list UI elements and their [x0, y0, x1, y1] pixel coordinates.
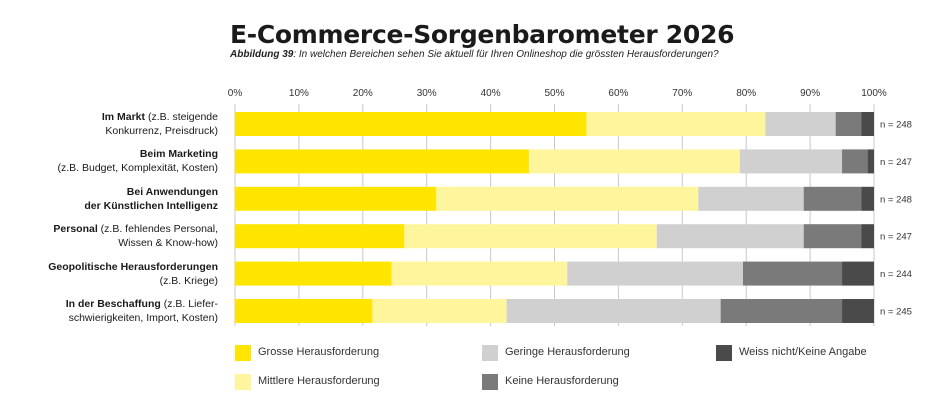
legend-label: Weiss nicht/Keine Angabe: [739, 346, 867, 358]
bar-segment: [803, 186, 862, 211]
figure-label: Abbildung 39: [230, 49, 294, 60]
bar-segment: [861, 224, 874, 249]
row-label-line2: Konkurrenz, Preisdruck): [105, 125, 218, 137]
bar-segment: [656, 224, 804, 249]
bar-segment: [506, 299, 721, 323]
x-tick-label: 40%: [481, 88, 501, 99]
x-tick-label: 90%: [800, 88, 820, 99]
bar-segment: [765, 112, 836, 136]
legend-label: Keine Herausforderung: [505, 375, 619, 387]
row-label: Beim Marketing (z.B. Budget, Komplexität,…: [3, 147, 219, 175]
row-label-bold: Bei Anwendungen: [126, 185, 218, 198]
bar-segment: [739, 149, 843, 174]
n-label: n = 244: [880, 269, 912, 280]
n-label: n = 248: [880, 194, 912, 205]
n-label: n = 247: [880, 232, 912, 243]
bar-segment: [861, 186, 874, 211]
n-label: n = 247: [880, 157, 912, 168]
bar-segment: [372, 299, 507, 323]
x-tick-label: 60%: [608, 88, 628, 99]
bar-segment: [842, 261, 874, 286]
row-label-line2: Wissen & Know-how): [118, 237, 218, 250]
legend-label: Mittlere Herausforderung: [258, 375, 380, 387]
bar-segment: [867, 149, 874, 174]
x-tick-label: 0%: [228, 88, 243, 99]
row-label-bold: Beim Marketing: [139, 148, 218, 161]
bar-segment: [235, 186, 437, 211]
row-label-line2: der Künstlichen Intelligenz: [84, 199, 218, 212]
bar-segment: [861, 112, 874, 136]
row-label-bold: Im Markt: [101, 111, 146, 123]
row-label-bold: In der Beschaffung: [65, 298, 161, 310]
row-label: Geopolitische Herausforderungen (z.B. Kri…: [3, 260, 218, 288]
bar-segment: [235, 224, 405, 249]
bar-segment: [404, 224, 657, 249]
bar-segment: [720, 299, 843, 323]
legend-swatch: [482, 345, 498, 361]
x-tick-label: 100%: [861, 88, 887, 99]
row-label-bold: Personal: [53, 223, 98, 236]
bar-segment: [842, 149, 868, 174]
legend-swatch: [235, 374, 251, 390]
legend-swatch: [235, 345, 251, 361]
row-label-detail: (z.B. steigende: [145, 111, 218, 123]
survey-question: : In welchen Bereichen sehen Sie aktuell…: [293, 49, 719, 60]
x-tick-label: 50%: [544, 88, 564, 99]
legend-label: Grosse Herausforderung: [258, 346, 380, 358]
n-label: n = 248: [880, 120, 912, 131]
row-label-bold: Geopolitische Herausforderungen: [48, 260, 218, 273]
legend-swatch: [482, 374, 498, 390]
row-label-line2: (z.B. Kriege): [159, 274, 218, 287]
chart-title: E-Commerce-Sorgenbarometer 2026: [230, 20, 735, 49]
legend-swatch: [716, 345, 732, 361]
bar-segment: [743, 261, 843, 286]
bar-segment: [835, 112, 862, 136]
bar-segment: [235, 149, 529, 174]
row-label-line2: schwierigkeiten, Import, Kosten): [68, 312, 218, 324]
x-tick-label: 70%: [672, 88, 692, 99]
row-label: Bei Anwendungen der Künstlichen Intellige…: [3, 185, 218, 213]
bar-segment: [528, 149, 740, 174]
bar-segment: [235, 261, 392, 286]
bar-segment: [235, 112, 587, 136]
bar-segment: [391, 261, 568, 286]
x-tick-label: 80%: [736, 88, 756, 99]
bar-segment: [586, 112, 766, 136]
x-tick-label: 10%: [289, 88, 309, 99]
x-tick-label: 20%: [353, 88, 373, 99]
legend-label: Geringe Herausforderung: [505, 346, 630, 358]
row-label: Personal (z.B. fehlendes Personal, Wissen…: [3, 222, 218, 250]
row-label-line2: (z.B. Budget, Komplexität, Kosten): [57, 162, 219, 175]
bar-segment: [235, 299, 373, 323]
bar-segment: [803, 224, 862, 249]
x-tick-label: 30%: [417, 88, 437, 99]
bar-segment: [436, 186, 699, 211]
row-label: In der Beschaffung (z.B. Liefer-schwieri…: [3, 297, 218, 325]
chart-subtitle: Abbildung 39: In welchen Bereichen sehen…: [230, 49, 719, 60]
n-label: n = 245: [880, 307, 912, 318]
bar-segment: [842, 299, 874, 323]
bar-segment: [698, 186, 804, 211]
row-label-detail: (z.B. Liefer-: [160, 298, 218, 310]
row-label-detail: (z.B. fehlendes Personal,: [97, 223, 218, 236]
row-label: Im Markt (z.B. steigende Konkurrenz, Prei…: [3, 110, 218, 138]
bar-segment: [567, 261, 744, 286]
